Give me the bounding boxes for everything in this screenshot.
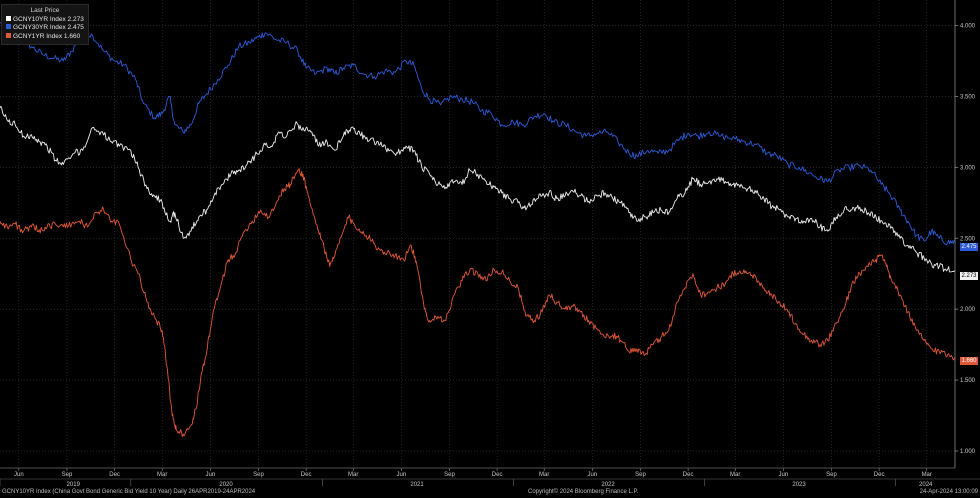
legend: Last Price GCNY10YR Index 2.273 GCNY30YR… <box>1 4 89 45</box>
last-price-tag-10yr: 2.273 <box>960 272 978 280</box>
y-tick-label: 2.500 <box>960 236 976 242</box>
x-tick-label-month: Dec <box>109 472 120 478</box>
x-tick-label-month: Sep <box>826 472 837 478</box>
x-tick-label-month: Dec <box>874 472 885 478</box>
last-price-tag-30yr: 2.475 <box>960 243 978 251</box>
x-tick-label-year: 2021 <box>410 482 424 488</box>
x-tick-label-month: Mar <box>348 472 358 478</box>
legend-swatch <box>6 15 11 21</box>
footer-timestamp: 24-Apr-2024 13:00:09 <box>919 489 978 495</box>
x-tick-label-year: 2023 <box>792 482 806 488</box>
y-tick-label: 1.500 <box>960 378 976 384</box>
x-tick-label-month: Jun <box>14 472 24 478</box>
legend-swatch <box>6 32 11 38</box>
x-tick-label-month: Dec <box>492 472 503 478</box>
x-tick-label-month: Mar <box>539 472 549 478</box>
legend-item-30yr: GCNY30YR Index 2.475 <box>6 24 84 33</box>
x-tick-label-month: Mar <box>922 472 932 478</box>
legend-item-10yr: GCNY10YR Index 2.273 <box>6 15 84 25</box>
x-tick-label-month: Mar <box>730 472 740 478</box>
y-tick-label: 3.000 <box>960 165 976 171</box>
y-tick-label: 2.000 <box>960 307 976 313</box>
y-axis: 4.000 3.500 3.000 2.500 2.000 1.500 1.000 <box>954 0 976 468</box>
x-tick-label-month: Dec <box>301 472 312 478</box>
y-tick-label: 4.000 <box>960 24 976 30</box>
y-tick-label: 3.500 <box>960 94 976 100</box>
x-tick-label-month: Jun <box>779 472 789 478</box>
x-tick-label-month: Jun <box>206 472 216 478</box>
x-tick-label-month: Dec <box>683 472 694 478</box>
y-tick-label: 1.000 <box>960 449 976 455</box>
x-tick-label-month: Sep <box>635 472 646 478</box>
x-tick-label-month: Sep <box>62 472 73 478</box>
series-line-gcny30yr-index <box>0 22 956 246</box>
x-axis: Jun Sep Dec Mar Jun Sep Dec Mar Jun Sep Dec Mar Jun S… <box>0 467 980 488</box>
legend-swatch <box>6 24 11 29</box>
last-price-tag-1yr: 1.660 <box>960 357 978 365</box>
x-tick-label-month: Jun <box>588 472 598 478</box>
x-tick-label-month: Sep <box>444 472 455 478</box>
x-tick-label-month: Mar <box>157 472 167 478</box>
x-tick-label-year: 2019 <box>67 482 81 488</box>
x-tick-label-month: Sep <box>253 472 264 478</box>
series-line-gcny1yr-index <box>0 167 956 437</box>
footer-copyright: Copyright© 2024 Bloomberg Finance L.P. <box>528 489 639 495</box>
legend-header: Last Price <box>30 7 60 14</box>
x-tick-label-year: 2022 <box>601 482 615 488</box>
x-tick-label-year: 2020 <box>219 482 233 488</box>
legend-item-1yr: GCNY1YR Index 1.660 <box>6 32 84 42</box>
x-tick-label-year: 2024 <box>919 482 933 488</box>
series-lines <box>0 22 956 437</box>
grid <box>0 0 955 468</box>
footer-description: GCNY10YR Index (China Govt Bond Generic … <box>2 489 256 495</box>
x-tick-label-month: Jun <box>397 472 407 478</box>
series-line-gcny10yr-index <box>0 105 956 273</box>
